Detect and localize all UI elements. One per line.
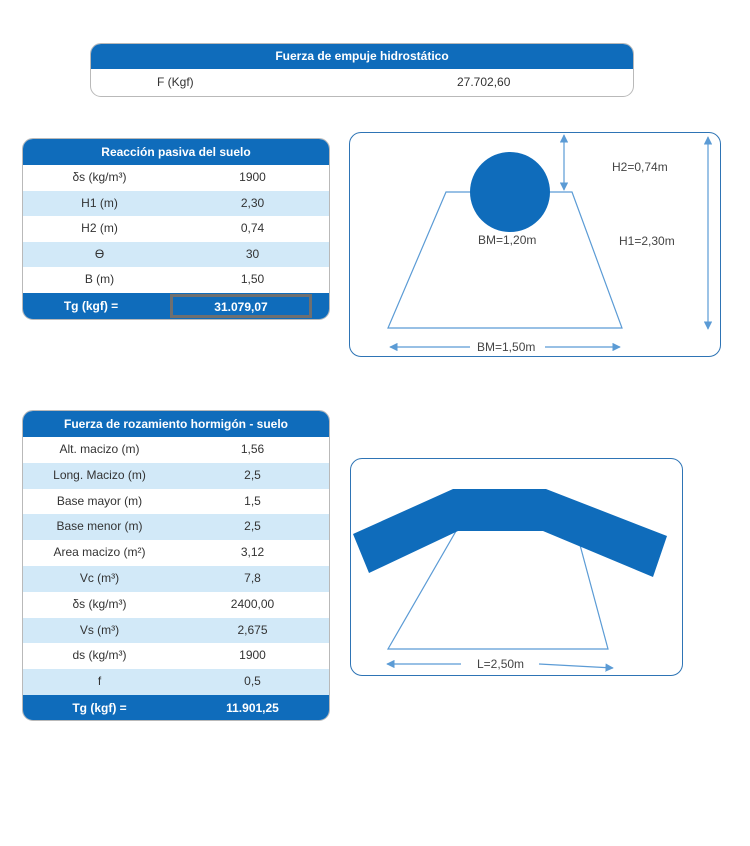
row-label: ds (kg/m³) bbox=[72, 648, 127, 663]
row-label: Area macizo (m²) bbox=[53, 545, 146, 560]
table-row: Long. Macizo (m) 2,5 bbox=[23, 462, 329, 489]
row-value: 7,8 bbox=[244, 570, 261, 585]
bm-bottom-label: BM=1,50m bbox=[477, 340, 535, 354]
row-label: Alt. macizo (m) bbox=[59, 442, 140, 456]
row-label: Vs (m³) bbox=[79, 622, 120, 637]
row-label: Long. Macizo (m) bbox=[53, 467, 146, 482]
h2-label: H2=0,74m bbox=[612, 160, 668, 174]
row-value: 2400,00 bbox=[230, 596, 275, 611]
hydrostatic-table-title: Fuerza de empuje hidrostático bbox=[91, 44, 633, 69]
hydrostatic-value: 27.702,60 bbox=[457, 75, 511, 89]
row-value: 0,74 bbox=[240, 221, 265, 236]
table-row: Vc (m³) 7,8 bbox=[23, 565, 329, 592]
row-value: 1,50 bbox=[240, 272, 265, 287]
passive-reaction-total-value: 31.079,07 bbox=[170, 293, 312, 318]
length-label: L=2,50m bbox=[477, 657, 524, 671]
table-row: Vs (m³) 2,675 bbox=[23, 617, 329, 644]
row-label: Vc (m³) bbox=[79, 570, 120, 585]
length-arrow-right bbox=[538, 663, 614, 672]
row-label: δs (kg/m³) bbox=[72, 596, 127, 611]
friction-diagram-svg: L=2,50m bbox=[353, 489, 667, 672]
table-row: Base menor (m) 2,5 bbox=[23, 514, 329, 541]
row-label: Base mayor (m) bbox=[56, 493, 143, 508]
friction-total-value: 11.901,25 bbox=[226, 700, 279, 715]
row-label: B (m) bbox=[84, 272, 115, 287]
hydrostatic-table: Fuerza de empuje hidrostático F (Kgf) 27… bbox=[90, 43, 634, 97]
table-row: δs (kg/m³) 2400,00 bbox=[23, 592, 329, 618]
table-row: f 0,5 bbox=[23, 669, 329, 695]
row-value: 1,56 bbox=[240, 442, 265, 456]
friction-title: Fuerza de rozamiento hormigón - suelo bbox=[23, 411, 329, 437]
row-value: 0,5 bbox=[244, 674, 261, 689]
row-value: 3,12 bbox=[240, 545, 265, 560]
passive-reaction-total-label: Tg (kgf) = bbox=[63, 298, 119, 313]
passive-reaction-table: Reacción pasiva del suelo δs (kg/m³) 1900… bbox=[22, 138, 330, 320]
table-row: H1 (m) 2,30 bbox=[23, 190, 329, 217]
passive-reaction-diagram: H2=0,74m H1=2,30m BM=1,20m BM=1,50m bbox=[349, 132, 721, 357]
passive-reaction-total-row: Tg (kgf) = 31.079,07 bbox=[23, 292, 329, 319]
friction-total-label: Tg (kgf) = bbox=[72, 700, 127, 715]
friction-table: Fuerza de rozamiento hormigón - suelo Al… bbox=[22, 410, 330, 721]
concrete-block-shape bbox=[353, 489, 667, 577]
row-value: 1900 bbox=[239, 170, 266, 184]
table-row: Area macizo (m²) 3,12 bbox=[23, 540, 329, 566]
row-value: 2,5 bbox=[244, 467, 261, 482]
row-value: 1,5 bbox=[244, 493, 261, 508]
row-value: 2,30 bbox=[240, 195, 265, 210]
row-value: 1900 bbox=[239, 648, 266, 663]
row-value: 2,5 bbox=[244, 519, 261, 534]
bm-top-label: BM=1,20m bbox=[478, 233, 536, 247]
buried-pipe-circle bbox=[470, 152, 550, 232]
table-row: H2 (m) 0,74 bbox=[23, 216, 329, 242]
passive-reaction-diagram-svg: H2=0,74m H1=2,30m BM=1,20m BM=1,50m bbox=[387, 134, 713, 354]
table-row: B (m) 1,50 bbox=[23, 267, 329, 293]
table-row: ϴ 30 bbox=[23, 241, 329, 268]
row-label: H1 (m) bbox=[81, 195, 118, 210]
table-row: δs (kg/m³) 1900 bbox=[23, 165, 329, 191]
table-row: ds (kg/m³) 1900 bbox=[23, 643, 329, 669]
friction-total-row: Tg (kgf) = 11.901,25 bbox=[23, 694, 329, 720]
row-label: H2 (m) bbox=[81, 221, 118, 236]
row-label: Base menor (m) bbox=[56, 519, 143, 534]
table-row: Alt. macizo (m) 1,56 bbox=[23, 437, 329, 463]
friction-diagram: L=2,50m bbox=[350, 458, 683, 676]
hydrostatic-label: F (Kgf) bbox=[157, 75, 194, 89]
row-label: ϴ bbox=[94, 246, 105, 261]
row-value: 30 bbox=[245, 246, 260, 261]
h1-label: H1=2,30m bbox=[619, 234, 675, 248]
table-row: Base mayor (m) 1,5 bbox=[23, 489, 329, 515]
passive-reaction-title: Reacción pasiva del suelo bbox=[23, 139, 329, 165]
row-label: δs (kg/m³) bbox=[72, 170, 127, 184]
hydrostatic-row: F (Kgf) 27.702,60 bbox=[91, 69, 633, 95]
row-value: 2,675 bbox=[237, 622, 268, 637]
row-label: f bbox=[97, 674, 102, 689]
